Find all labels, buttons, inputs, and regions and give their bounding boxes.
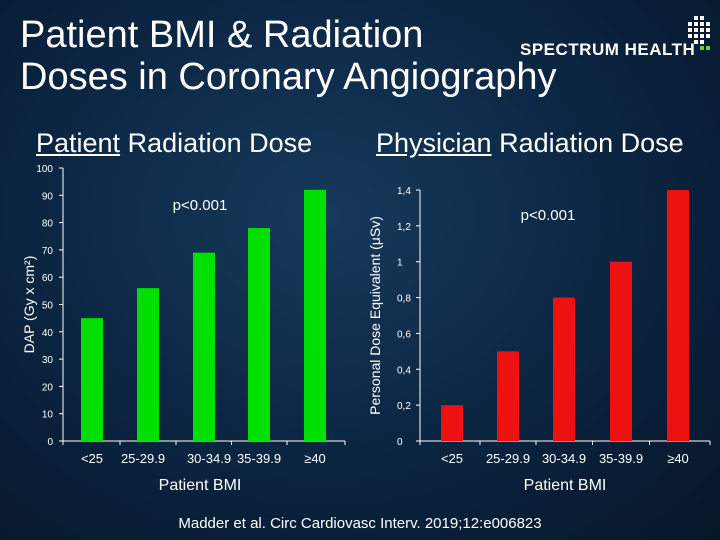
left-category-label: 35-39.9: [237, 451, 281, 466]
left-y-tick-label: 100: [36, 164, 53, 175]
left-y-tick-label: 80: [42, 219, 54, 230]
left-y-tick-label: 20: [42, 382, 54, 393]
left-y-tick-label: 50: [42, 301, 54, 312]
right-heading-underlined: Physician: [376, 128, 492, 158]
right-bar: [610, 261, 632, 441]
slide-title: Patient BMI & Radiation Doses in Coronar…: [20, 14, 557, 98]
left-category-label: ≥40: [304, 451, 326, 466]
right-category-label: ≥40: [667, 451, 689, 466]
right-y-tick-label: 0,2: [397, 401, 411, 412]
left-y-tick-label: 10: [42, 410, 54, 421]
left-y-tick-label: 0: [47, 437, 53, 448]
left-bar: [81, 318, 103, 441]
right-y-tick-label: 1,4: [397, 186, 411, 197]
right-category-label: 25-29.9: [486, 451, 530, 466]
right-y-tick-label: 1,2: [397, 222, 411, 233]
right-bar: [497, 351, 519, 441]
right-bar: [667, 190, 689, 441]
right-category-label: 35-39.9: [599, 451, 643, 466]
right-y-tick-label: 0: [397, 437, 403, 448]
left-bar: [193, 252, 215, 441]
left-category-label: 30-34.9: [187, 451, 231, 466]
right-chart-heading: Physician Radiation Dose: [376, 128, 684, 159]
right-x-axis-label: Patient BMI: [524, 477, 607, 494]
left-y-axis-label: DAP (Gy x cm²): [21, 256, 37, 354]
right-heading-rest: Radiation Dose: [491, 128, 684, 158]
left-bar: [304, 189, 326, 441]
left-bar: [248, 228, 270, 441]
right-bar: [441, 405, 463, 441]
title-line-2: Doses in Coronary Angiography: [20, 56, 557, 98]
left-heading-underlined: Patient: [36, 128, 121, 158]
left-category-label: <25: [81, 451, 103, 466]
right-y-tick-label: 0,8: [397, 294, 411, 305]
brand-mark-icon: [688, 16, 710, 50]
right-y-tick-label: 1: [397, 258, 403, 269]
left-category-label: 25-29.9: [121, 451, 165, 466]
right-category-label: <25: [441, 451, 463, 466]
left-bar: [137, 288, 159, 441]
right-y-tick-label: 0,6: [397, 329, 411, 340]
left-y-tick-label: 40: [42, 328, 54, 339]
citation: Madder et al. Circ Cardiovasc Interv. 20…: [178, 515, 542, 532]
left-x-axis-label: Patient BMI: [159, 477, 242, 494]
right-p-value-annotation: p<0.001: [521, 207, 576, 224]
right-bar: [553, 297, 575, 441]
right-y-axis-label: Personal Dose Equivalent (μSv): [367, 216, 383, 415]
title-line-1: Patient BMI & Radiation: [20, 14, 424, 56]
left-chart-heading: Patient Radiation Dose: [36, 128, 312, 159]
left-heading-rest: Radiation Dose: [120, 128, 313, 158]
right-y-tick-label: 0,4: [397, 365, 411, 376]
left-y-tick-label: 60: [42, 273, 54, 284]
left-y-tick-label: 70: [42, 246, 54, 257]
left-y-tick-label: 30: [42, 355, 54, 366]
brand-logo-text: SPECTRUM HEALTH: [520, 40, 696, 59]
left-y-tick-label: 90: [42, 191, 54, 202]
left-p-value-annotation: p<0.001: [173, 197, 228, 214]
right-category-label: 30-34.9: [542, 451, 586, 466]
